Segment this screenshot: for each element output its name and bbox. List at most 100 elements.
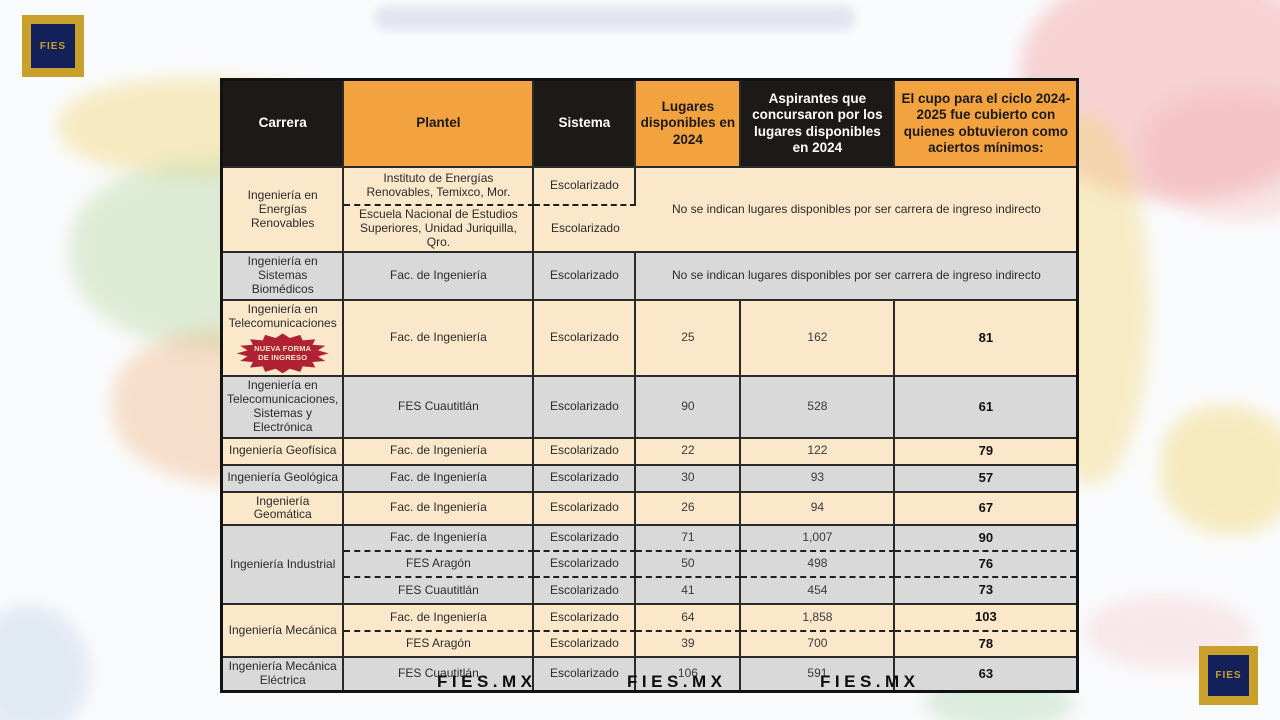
- carrera-label: Ingeniería en Energías Renovables: [247, 188, 318, 230]
- table-row: Ingeniería en Telecomunicaciones NUEVA FO…: [223, 298, 1077, 376]
- table-row: Ingeniería Mecánica Fac. de Ingeniería Esc…: [223, 603, 1077, 657]
- col-header-plantel: Plantel: [344, 81, 535, 166]
- table-row: FES Cuautitlán Escolarizado 41 454 73: [223, 576, 1077, 604]
- carrera-label: Ingeniería Geomática: [253, 493, 312, 522]
- fies-logo-top-left: FIES: [22, 15, 84, 77]
- col-header-carrera: Carrera: [223, 81, 345, 166]
- plantel-cell: FES Aragón: [344, 630, 535, 657]
- aspirantes-cell: 93: [741, 463, 896, 491]
- carrera-cell: Ingeniería Geofísica: [223, 436, 345, 464]
- fies-logo-text: FIES: [1208, 655, 1249, 696]
- lugares-cell: 50: [636, 550, 742, 577]
- cupo-cell: 79: [895, 436, 1077, 464]
- lugares-cell: 22: [636, 436, 742, 464]
- plantel-cell: FES Aragón: [344, 550, 535, 577]
- carrera-cell: Ingeniería en Energías Renovables: [223, 166, 345, 252]
- footer-fies-mx-1: FIES.MX: [437, 672, 537, 691]
- cupo-cell: 67: [895, 490, 1077, 525]
- lugares-cell: 41: [636, 576, 742, 604]
- aspirantes-cell: 162: [741, 298, 896, 376]
- col-header-cupo: El cupo para el ciclo 2024-2025 fue cubi…: [895, 81, 1077, 166]
- table-row: Ingeniería Geofísica Fac. de Ingeniería Es…: [223, 436, 1077, 464]
- cupo-cell: 78: [895, 630, 1077, 657]
- lugares-cell: 39: [636, 630, 742, 657]
- carrera-label: Ingeniería Geofísica: [229, 443, 337, 458]
- carrera-label: Ingeniería Mecánica: [228, 622, 337, 637]
- plantel-cell: Escuela Nacional de Estudios Superiores,…: [344, 204, 535, 252]
- carrera-cell: Ingeniería Geológica: [223, 463, 345, 491]
- carrera-cell: Ingeniería Geomática: [223, 490, 345, 525]
- map-blob-bottom-left: [0, 605, 90, 720]
- indirect-entry-note: No se indican lugares disponibles por se…: [636, 251, 1077, 299]
- sistema-cell: Escolarizado: [534, 524, 637, 551]
- plantel-cell: FES Cuautitlán: [344, 375, 535, 437]
- aspirantes-cell: 700: [741, 630, 896, 657]
- carrera-label: Ingeniería en Sistemas Biomédicos: [247, 254, 318, 296]
- carrera-label: Ingeniería Mecánica Eléctrica: [228, 659, 337, 688]
- lugares-cell: 25: [636, 298, 742, 376]
- plantel-cell: FES Cuautitlán: [344, 656, 535, 691]
- cupo-cell: 63: [895, 656, 1077, 691]
- fies-logo-bottom-right: FIES: [1199, 646, 1258, 705]
- aspirantes-cell: 1,858: [741, 603, 896, 631]
- plantel-cell: Fac. de Ingeniería: [344, 463, 535, 491]
- aspirantes-cell: 1,007: [741, 524, 896, 551]
- table-row: Ingeniería Geológica Fac. de Ingeniería Es…: [223, 463, 1077, 491]
- sistema-cell: Escolarizado: [534, 166, 637, 204]
- map-title-smudge: [375, 6, 855, 30]
- cupo-cell: 81: [895, 298, 1077, 376]
- carrera-label: Ingeniería en Telecomunicaciones: [228, 301, 337, 330]
- cupo-cell: 57: [895, 463, 1077, 491]
- carrera-cell: Ingeniería Mecánica: [223, 603, 345, 657]
- aspirantes-cell: 591: [741, 656, 896, 691]
- sistema-cell: Escolarizado: [534, 576, 637, 604]
- sistema-cell: Escolarizado: [534, 656, 637, 691]
- table-row: Ingeniería en Sistemas Biomédicos Fac. de…: [223, 251, 1077, 299]
- carrera-cell: Ingeniería en Sistemas Biomédicos: [223, 251, 345, 299]
- lugares-cell: 26: [636, 490, 742, 525]
- plantel-cell: FES Cuautitlán: [344, 576, 535, 604]
- plantel-cell: Fac. de Ingeniería: [344, 524, 535, 551]
- aspirantes-cell: 528: [741, 375, 896, 437]
- table-row: Ingeniería en Telecomunicaciones, Sistem…: [223, 375, 1077, 437]
- aspirantes-cell: 94: [741, 490, 896, 525]
- plantel-cell: Fac. de Ingeniería: [344, 603, 535, 631]
- plantel-cell: Fac. de Ingeniería: [344, 251, 535, 299]
- lugares-cell: 71: [636, 524, 742, 551]
- aspirantes-cell: 498: [741, 550, 896, 577]
- footer-fies-mx-3: FIES.MX: [820, 672, 920, 691]
- cupo-cell: 76: [895, 550, 1077, 577]
- carrera-cell: Ingeniería en Telecomunicaciones, Sistem…: [223, 375, 345, 437]
- cupo-cell: 73: [895, 576, 1077, 604]
- nueva-forma-de-ingreso-badge: NUEVA FORMA DE INGRESO: [236, 333, 329, 374]
- sistema-cell: Escolarizado: [534, 490, 637, 525]
- aspirantes-cell: 454: [741, 576, 896, 604]
- indirect-entry-note: No se indican lugares disponibles por se…: [636, 166, 1077, 252]
- cupo-cell: 103: [895, 603, 1077, 631]
- plantel-cell: Fac. de Ingeniería: [344, 436, 535, 464]
- carrera-label: Ingeniería Geológica: [227, 470, 339, 485]
- admissions-table: Carrera Plantel Sistema Lugares disponib…: [220, 78, 1080, 694]
- carrera-cell: Ingeniería en Telecomunicaciones NUEVA FO…: [223, 298, 345, 376]
- cupo-cell: 90: [895, 524, 1077, 551]
- sistema-cell: Escolarizado: [534, 204, 637, 252]
- table-row: FES Aragón Escolarizado 50 498 76: [223, 550, 1077, 577]
- sistema-cell: Escolarizado: [534, 630, 637, 657]
- carrera-label: Ingeniería Industrial: [230, 556, 336, 571]
- col-header-lugares: Lugares disponibles en 2024: [636, 81, 742, 166]
- carrera-label: Ingeniería en Telecomunicaciones, Sistem…: [227, 378, 339, 434]
- sistema-cell: Escolarizado: [534, 375, 637, 437]
- lugares-cell: 90: [636, 375, 742, 437]
- carrera-cell: Ingeniería Mecánica Eléctrica: [223, 656, 345, 691]
- sistema-cell: Escolarizado: [534, 251, 637, 299]
- col-header-aspirantes: Aspirantes que concursaron por los lugar…: [741, 81, 896, 166]
- fies-logo-text: FIES: [31, 24, 75, 68]
- lugares-cell: 30: [636, 463, 742, 491]
- sistema-cell: Escolarizado: [534, 463, 637, 491]
- plantel-cell: Instituto de Energías Renovables, Temixc…: [344, 166, 535, 204]
- table-row: Ingeniería Geomática Fac. de Ingeniería Es…: [223, 490, 1077, 525]
- plantel-cell: Fac. de Ingeniería: [344, 298, 535, 376]
- table-row: FES Aragón Escolarizado 39 700 78: [223, 630, 1077, 657]
- table-row: Ingeniería Mecánica Eléctrica FES Cuautit…: [223, 656, 1077, 691]
